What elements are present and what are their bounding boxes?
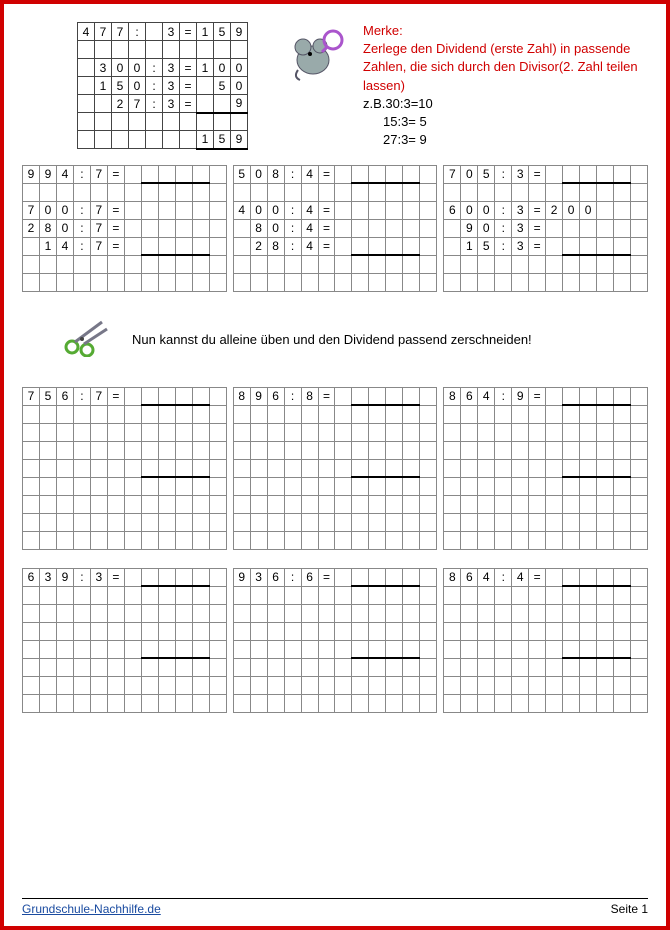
- problem-grid: 756:7=: [22, 387, 227, 550]
- hint-text: Nun kannst du alleine üben und den Divid…: [132, 332, 532, 347]
- worked-example: 477:3=159300:3=100150:3=5027:3=9159: [77, 22, 248, 150]
- problems-row-3: 639:3=936:6=864:4=: [22, 568, 648, 713]
- top-section: 477:3=159300:3=100150:3=5027:3=9159 Merk…: [22, 22, 648, 150]
- problem-grid: 864:9=: [443, 387, 648, 550]
- rule-ex1: z.B.30:3=10: [363, 95, 648, 113]
- problem-grid: 994:7=700:7=280:7=14:7=: [22, 165, 227, 292]
- rule-ex2: 15:3= 5: [363, 113, 648, 131]
- problem-grid: 896:8=: [233, 387, 438, 550]
- page-number: Seite 1: [611, 902, 648, 916]
- footer-link[interactable]: Grundschule-Nachhilfe.de: [22, 902, 161, 916]
- problems-row-1: 994:7=700:7=280:7=14:7=508:4=400:4=80:4=…: [22, 165, 648, 292]
- problem-grid: 705:3=600:3=20090:3=15:3=: [443, 165, 648, 292]
- page-footer: Grundschule-Nachhilfe.de Seite 1: [22, 898, 648, 916]
- hint-row: Nun kannst du alleine üben und den Divid…: [62, 317, 648, 362]
- problem-grid: 639:3=: [22, 568, 227, 713]
- rule-heading: Merke:: [363, 22, 648, 40]
- rule-body: Zerlege den Dividend (erste Zahl) in pas…: [363, 40, 648, 95]
- problems-row-2: 756:7=896:8=864:9=: [22, 387, 648, 550]
- problem-grid: 508:4=400:4=80:4=28:4=: [233, 165, 438, 292]
- worksheet-page: 477:3=159300:3=100150:3=5027:3=9159 Merk…: [0, 0, 670, 930]
- rule-ex3: 27:3= 9: [363, 131, 648, 149]
- rule-box: Merke: Zerlege den Dividend (erste Zahl)…: [363, 22, 648, 150]
- problem-grid: 936:6=: [233, 568, 438, 713]
- mouse-icon: [288, 22, 348, 150]
- scissors-icon: [62, 317, 112, 362]
- problem-grid: 864:4=: [443, 568, 648, 713]
